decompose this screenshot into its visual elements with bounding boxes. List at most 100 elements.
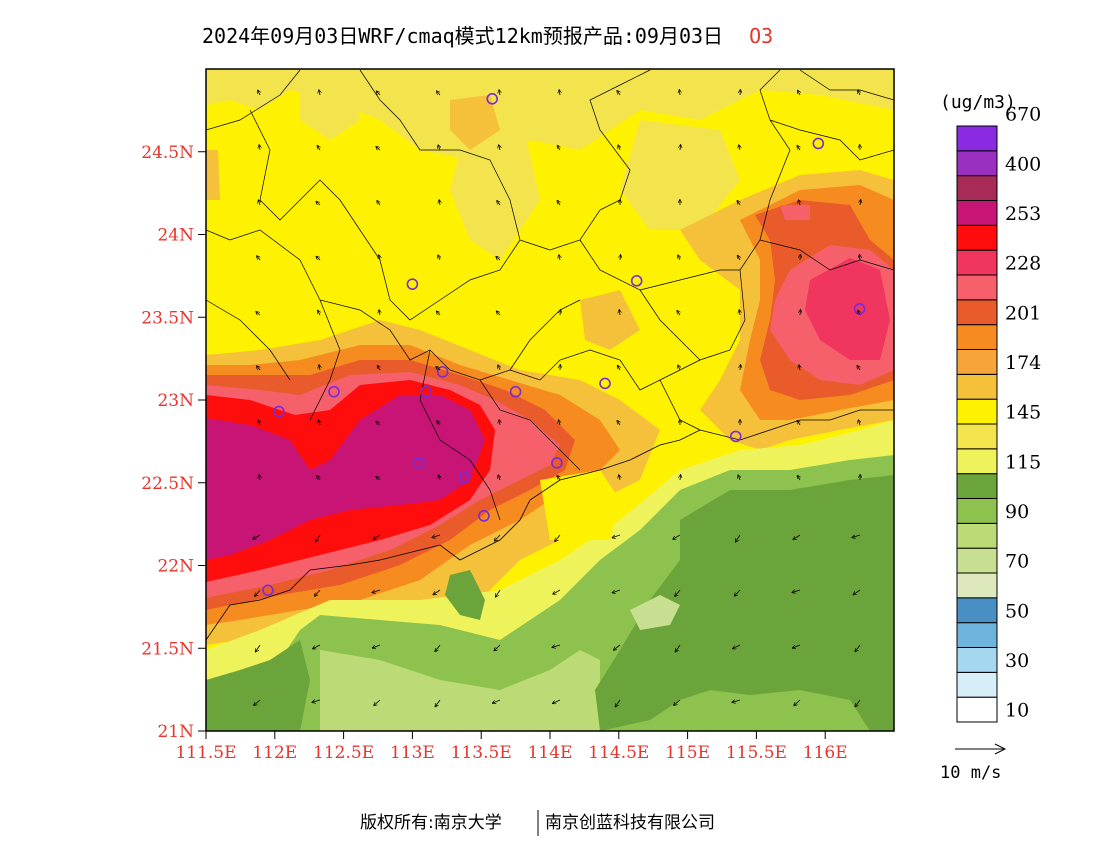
- latitude-axis: 21N 21.5N 22N 22.5N 23N 23.5N 24N 24.5N: [141, 143, 206, 742]
- wind-vector: [619, 310, 620, 316]
- wind-vector: [678, 255, 680, 261]
- wind-vector: [617, 421, 620, 426]
- wind-vector: [736, 534, 741, 542]
- wind-vector: [439, 475, 440, 481]
- wind-vector: [674, 699, 681, 705]
- wind-vector: [552, 645, 561, 647]
- legend-swatch: [956, 547, 998, 574]
- wind-vector: [437, 311, 441, 316]
- lat-tick-label: 24N: [157, 226, 194, 246]
- station-marker: [262, 584, 274, 597]
- wind-vector: [618, 366, 620, 371]
- wind-vector: [379, 255, 380, 261]
- legend-label: 30: [1005, 650, 1029, 672]
- wind-vector: [498, 475, 500, 481]
- contour-174-a: [450, 95, 500, 150]
- wind-vector: [259, 475, 260, 481]
- wind-vector: [677, 311, 680, 316]
- lat-tick-label: 21.5N: [141, 639, 194, 659]
- contour-90-inner: [595, 475, 894, 731]
- contour-70-patch: [630, 595, 680, 630]
- lon-tick-label: 112E: [252, 743, 297, 763]
- wind-vector: [793, 644, 801, 648]
- legend-swatch: [956, 249, 998, 276]
- station-marker: [486, 92, 499, 105]
- contour-70-south: [320, 650, 600, 731]
- wind-vector: [857, 366, 860, 371]
- wind-vector: [553, 699, 561, 703]
- legend-swatch: [956, 274, 998, 301]
- wind-vector: [680, 145, 681, 151]
- coastline: [206, 409, 894, 641]
- wind-vector: [315, 589, 321, 596]
- wind-vector: [374, 699, 381, 705]
- lat-tick-label: 23.5N: [141, 308, 194, 328]
- legend-swatch: [956, 224, 998, 251]
- legend-swatch: [956, 349, 998, 375]
- wind-vector: [615, 699, 621, 707]
- wind-vector: [377, 91, 381, 96]
- station-marker: [406, 278, 419, 290]
- legend-swatch: [956, 647, 998, 673]
- wind-reference-arrowhead: [994, 743, 1007, 755]
- wind-vector: [855, 644, 861, 651]
- title-text: 2024年09月03日WRF/cmaq模式12km预报产品:09月03日: [202, 24, 723, 48]
- wind-vectors: [253, 90, 861, 707]
- wind-vector: [557, 201, 560, 206]
- wind-vector: [256, 312, 261, 315]
- wind-vector: [258, 420, 260, 426]
- wind-vector: [493, 699, 501, 703]
- wind-vector: [257, 366, 260, 371]
- color-legend: [956, 125, 998, 723]
- legend-label: 145: [1005, 402, 1041, 424]
- contour-400-east: [805, 258, 890, 360]
- wind-vector: [735, 589, 741, 596]
- lat-tick-label: 24.5N: [141, 143, 194, 163]
- wind-vector: [620, 255, 621, 261]
- wind-vector: [499, 420, 500, 426]
- lat-tick-label: 22.5N: [141, 474, 194, 494]
- wind-vector: [253, 534, 261, 539]
- wind-vector: [436, 367, 441, 370]
- lat-tick-label: 22N: [157, 557, 194, 577]
- wind-vector: [316, 202, 321, 205]
- wind-vector: [555, 534, 561, 541]
- legend-labels: 10 30 50 70 90 115 145 174 201 228 253 400 670: [1005, 104, 1041, 722]
- wind-vector: [797, 146, 800, 151]
- wind-reference: 10 m/s: [940, 743, 1007, 783]
- wind-vector: [372, 590, 381, 592]
- legend-swatch: [956, 423, 998, 450]
- wind-vector: [498, 365, 500, 371]
- wind-vector: [855, 699, 861, 706]
- wind-vector: [496, 257, 501, 260]
- legend-swatch: [956, 299, 998, 326]
- lon-tick-label: 111.5E: [175, 743, 236, 763]
- wind-vector: [373, 644, 381, 648]
- wind-vector: [376, 477, 381, 481]
- contour-670-west: [206, 395, 485, 560]
- wind-vector: [678, 365, 680, 371]
- wind-vector: [792, 590, 801, 592]
- wind-vector: [732, 700, 741, 702]
- contour-115-d: [620, 120, 740, 230]
- wind-vector: [612, 534, 621, 538]
- lon-tick-label: 115.5E: [726, 743, 787, 763]
- station-marker: [630, 275, 643, 287]
- wind-vector: [376, 422, 381, 426]
- wind-vector: [258, 200, 260, 206]
- legend-swatch: [956, 324, 998, 350]
- wind-vector: [617, 91, 620, 96]
- legend-label: 10: [1005, 700, 1029, 722]
- wind-vector: [737, 201, 740, 206]
- wind-vector: [319, 90, 320, 96]
- wind-vector: [793, 534, 801, 539]
- wind-vector: [255, 589, 261, 596]
- legend-swatch: [956, 448, 998, 475]
- legend-swatch: [956, 498, 998, 524]
- wind-vector: [614, 644, 621, 650]
- wind-vector: [673, 534, 681, 539]
- wind-vector: [499, 145, 500, 151]
- legend-swatch: [956, 200, 998, 226]
- wind-vector: [676, 644, 681, 652]
- wind-vector: [679, 90, 680, 96]
